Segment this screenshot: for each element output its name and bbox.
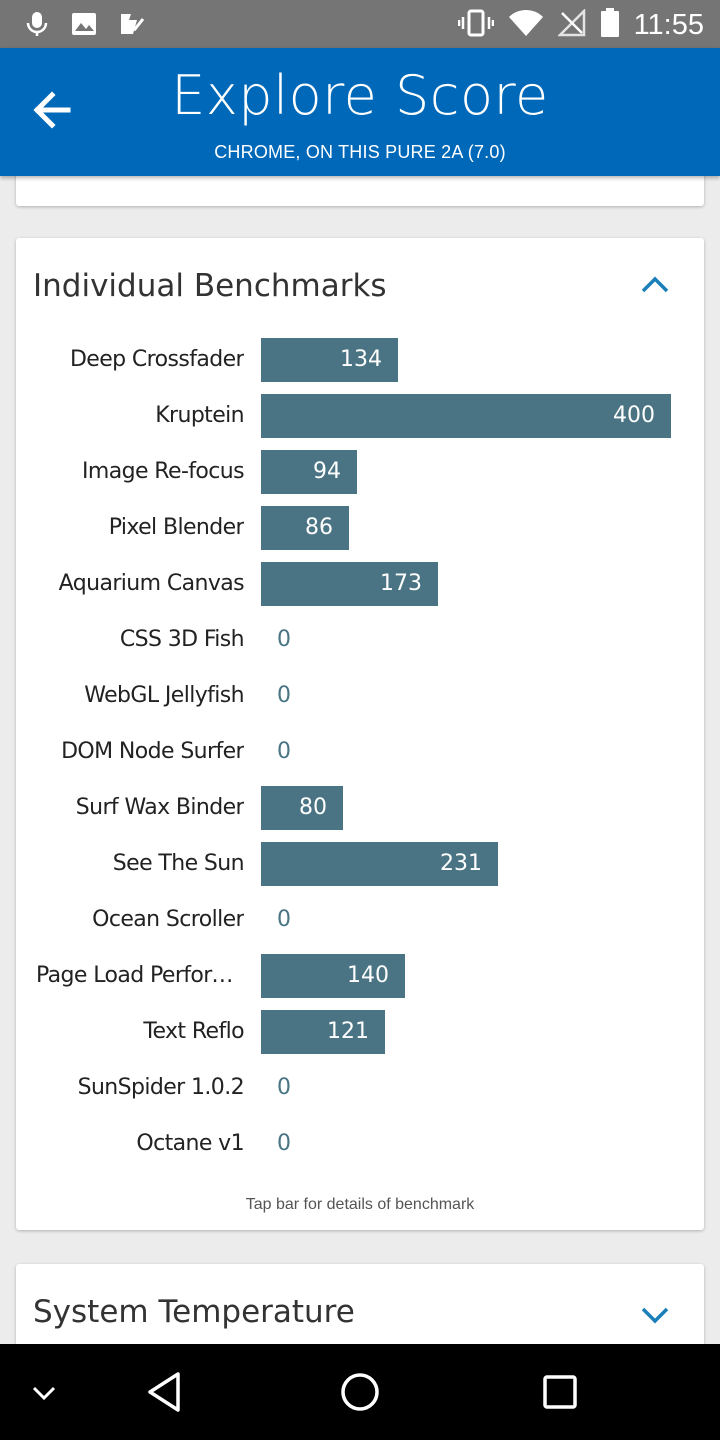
benchmark-row: Text Reflo 121 xyxy=(16,1010,704,1054)
benchmark-value[interactable]: 0 xyxy=(277,683,291,708)
benchmark-bar[interactable]: 173 xyxy=(261,562,438,606)
benchmark-value: 140 xyxy=(347,963,389,988)
inbox-check-icon xyxy=(118,10,146,43)
chevron-up-icon[interactable] xyxy=(640,270,670,300)
battery-icon xyxy=(600,8,620,43)
page-subtitle: CHROME, ON THIS PURE 2A (7.0) xyxy=(214,142,506,162)
benchmark-value: 80 xyxy=(299,795,327,820)
benchmark-label: Text Reflo xyxy=(143,1019,244,1044)
benchmark-row: Page Load Perform… 140 xyxy=(16,954,704,998)
benchmark-value: 231 xyxy=(440,851,482,876)
benchmark-value[interactable]: 0 xyxy=(277,627,291,652)
benchmark-row: SunSpider 1.0.2 0 xyxy=(16,1066,704,1110)
benchmark-value[interactable]: 0 xyxy=(277,739,291,764)
benchmark-row: Kruptein 400 xyxy=(16,394,704,438)
benchmark-row: Pixel Blender 86 xyxy=(16,506,704,550)
benchmark-label: Octane v1 xyxy=(136,1131,244,1156)
app-bar: Explore Score CHROME, ON THIS PURE 2A (7… xyxy=(0,48,720,176)
individual-benchmarks-card: Individual Benchmarks Deep Crossfader 134… xyxy=(16,238,704,1230)
home-circle-icon[interactable] xyxy=(336,1368,384,1416)
benchmark-label: Surf Wax Binder xyxy=(75,795,244,820)
benchmark-label: See The Sun xyxy=(112,851,244,876)
benchmark-value: 94 xyxy=(313,459,341,484)
navigation-bar xyxy=(0,1344,720,1440)
benchmark-label: Ocean Scroller xyxy=(92,907,244,932)
benchmark-label: Deep Crossfader xyxy=(69,347,244,372)
benchmark-row: Aquarium Canvas 173 xyxy=(16,562,704,606)
benchmarks-title: Individual Benchmarks xyxy=(33,268,387,304)
benchmark-value[interactable]: 0 xyxy=(277,1131,291,1156)
benchmark-value: 121 xyxy=(327,1019,369,1044)
benchmark-bar[interactable]: 231 xyxy=(261,842,498,886)
benchmark-label: Aquarium Canvas xyxy=(58,571,244,596)
benchmark-row: Image Re-focus 94 xyxy=(16,450,704,494)
status-bar: 11:55 xyxy=(0,0,720,48)
benchmark-label: Kruptein xyxy=(155,403,244,428)
benchmark-label: SunSpider 1.0.2 xyxy=(77,1075,244,1100)
image-icon xyxy=(70,10,98,43)
vibrate-icon xyxy=(457,9,494,42)
benchmark-row: Octane v1 0 xyxy=(16,1122,704,1166)
benchmark-label: CSS 3D Fish xyxy=(119,627,244,652)
page-title: Explore Score xyxy=(171,64,549,127)
benchmark-label: Page Load Perform… xyxy=(36,963,244,988)
benchmark-bar[interactable]: 134 xyxy=(261,338,398,382)
benchmark-bar[interactable]: 80 xyxy=(261,786,343,830)
benchmark-value: 173 xyxy=(380,571,422,596)
benchmark-value[interactable]: 0 xyxy=(277,1075,291,1100)
benchmark-row: CSS 3D Fish 0 xyxy=(16,618,704,662)
benchmark-row: Deep Crossfader 134 xyxy=(16,338,704,382)
tap-hint: Tap bar for details of benchmark xyxy=(245,1196,475,1213)
benchmark-bar[interactable]: 140 xyxy=(261,954,405,998)
clock-time: 11:55 xyxy=(633,9,704,41)
benchmark-bar[interactable]: 94 xyxy=(261,450,357,494)
benchmark-row: WebGL Jellyfish 0 xyxy=(16,674,704,718)
benchmark-label: WebGL Jellyfish xyxy=(84,683,244,708)
benchmark-row: Ocean Scroller 0 xyxy=(16,898,704,942)
benchmark-row: DOM Node Surfer 0 xyxy=(16,730,704,774)
back-arrow-icon[interactable] xyxy=(28,86,76,134)
benchmark-value: 400 xyxy=(613,403,655,428)
benchmark-value[interactable]: 0 xyxy=(277,907,291,932)
benchmark-bar[interactable]: 121 xyxy=(261,1010,385,1054)
back-triangle-icon[interactable] xyxy=(140,1368,188,1416)
collapse-chevron-icon[interactable] xyxy=(20,1368,68,1416)
benchmark-label: DOM Node Surfer xyxy=(61,739,244,764)
wifi-icon xyxy=(508,9,544,42)
benchmark-row: Surf Wax Binder 80 xyxy=(16,786,704,830)
system-temperature-title: System Temperature xyxy=(33,1294,355,1330)
chevron-down-icon[interactable] xyxy=(640,1300,670,1330)
benchmark-bar[interactable]: 400 xyxy=(261,394,671,438)
benchmark-value: 134 xyxy=(340,347,382,372)
no-signal-icon xyxy=(556,7,586,42)
benchmark-label: Image Re-focus xyxy=(82,459,244,484)
benchmark-label: Pixel Blender xyxy=(108,515,244,540)
recents-square-icon[interactable] xyxy=(536,1368,584,1416)
benchmark-bar[interactable]: 86 xyxy=(261,506,349,550)
benchmark-row: See The Sun 231 xyxy=(16,842,704,886)
microphone-icon xyxy=(24,10,50,43)
benchmark-value: 86 xyxy=(305,515,333,540)
